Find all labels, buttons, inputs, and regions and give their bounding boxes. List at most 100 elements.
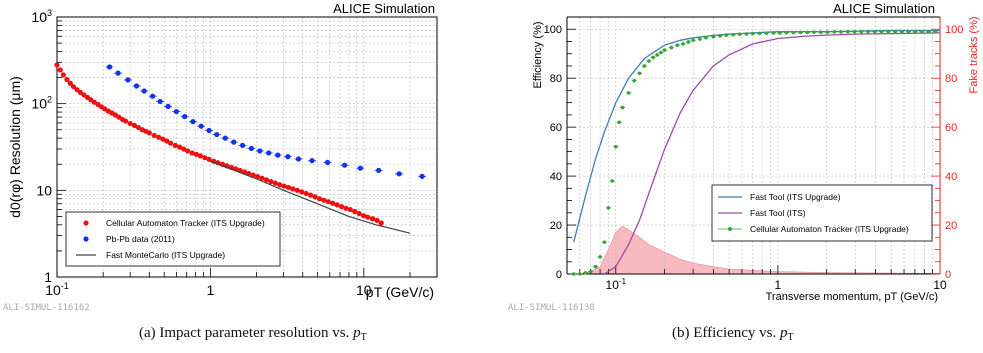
data-point-ca-tracker bbox=[651, 55, 655, 60]
data-point-ca-tracker bbox=[343, 205, 349, 211]
data-point-ca-tracker bbox=[202, 155, 208, 161]
data-point-pbpb bbox=[275, 152, 281, 158]
data-point-ca-tracker bbox=[778, 31, 782, 35]
data-point-pbpb bbox=[419, 173, 425, 179]
data-point-ca-tracker bbox=[378, 220, 384, 226]
data-point-ca-tracker bbox=[879, 29, 884, 34]
y-right-tick-label: 80 bbox=[945, 73, 957, 85]
data-point-ca-tracker bbox=[281, 183, 287, 189]
data-point-ca-tracker bbox=[250, 172, 256, 178]
y-tick-label: 10 bbox=[36, 182, 52, 198]
x-tick-label: 1 bbox=[207, 282, 215, 298]
data-point-ca-tracker bbox=[77, 89, 83, 95]
data-point-ca-tracker bbox=[852, 29, 857, 34]
legend-label: Fast Tool (ITS Upgrade) bbox=[750, 192, 841, 202]
watermark: ALI-SIMUL-116162 bbox=[3, 303, 90, 313]
data-point-ca-tracker bbox=[290, 186, 296, 192]
x-tick-label: 1 bbox=[775, 278, 782, 292]
data-point-pbpb bbox=[257, 148, 263, 154]
data-point-pbpb bbox=[133, 83, 140, 89]
data-point-ca-tracker bbox=[325, 199, 331, 205]
data-point-ca-tracker bbox=[819, 30, 823, 34]
data-point-pbpb bbox=[309, 158, 315, 164]
data-point-ca-tracker bbox=[846, 29, 850, 34]
data-point-ca-tracker bbox=[647, 59, 651, 63]
data-point-ca-tracker bbox=[181, 146, 187, 152]
data-point-ca-tracker bbox=[744, 32, 749, 36]
data-point-ca-tracker bbox=[610, 179, 614, 183]
data-point-ca-tracker bbox=[316, 196, 323, 202]
data-point-ca-tracker bbox=[303, 190, 309, 197]
data-point-ca-tracker bbox=[698, 37, 702, 41]
data-point-ca-tracker bbox=[151, 132, 157, 139]
x-tick-label: 10 bbox=[356, 282, 372, 298]
data-point-ca-tracker bbox=[197, 153, 203, 159]
data-point-ca-tracker bbox=[67, 80, 73, 86]
data-point-ca-tracker bbox=[54, 62, 60, 68]
data-point-ca-tracker bbox=[686, 40, 691, 44]
data-point-pbpb bbox=[206, 127, 212, 134]
data-point-ca-tracker bbox=[122, 118, 129, 124]
data-point-ca-tracker bbox=[632, 78, 637, 83]
data-point-ca-tracker bbox=[866, 29, 870, 34]
data-point-ca-tracker bbox=[277, 182, 283, 188]
data-point-pbpb bbox=[342, 162, 348, 168]
y-tick-label: 100 bbox=[544, 24, 562, 36]
data-point-ca-tracker bbox=[361, 213, 367, 219]
data-point-ca-tracker bbox=[920, 29, 924, 34]
data-point-ca-tracker bbox=[899, 29, 904, 34]
data-point-ca-tracker bbox=[263, 177, 270, 183]
data-point-ca-tracker bbox=[369, 216, 376, 222]
data-point-ca-tracker bbox=[602, 240, 607, 244]
data-point-ca-tracker bbox=[825, 30, 830, 34]
data-point-ca-tracker bbox=[167, 140, 174, 146]
data-point-pbpb bbox=[285, 154, 291, 160]
x-tick-label: 10-1 bbox=[606, 277, 627, 292]
data-point-ca-tracker bbox=[659, 50, 663, 55]
data-point-ca-tracker bbox=[613, 144, 618, 149]
data-point-pbpb bbox=[396, 171, 402, 177]
data-point-pbpb bbox=[165, 103, 171, 109]
data-point-ca-tracker bbox=[812, 30, 816, 34]
data-point-ca-tracker bbox=[308, 192, 314, 198]
data-point-ca-tracker bbox=[798, 30, 803, 35]
data-point-pbpb bbox=[214, 131, 220, 138]
data-point-ca-tracker bbox=[60, 72, 66, 78]
data-point-ca-tracker bbox=[655, 53, 659, 57]
data-point-ca-tracker bbox=[70, 84, 77, 90]
data-point-ca-tracker bbox=[757, 31, 762, 36]
caption-b: (b) Efficiency vs. pT bbox=[672, 325, 794, 343]
y-tick-label: 20 bbox=[550, 220, 562, 232]
data-point-ca-tracker bbox=[764, 31, 769, 35]
data-point-ca-tracker bbox=[913, 29, 917, 34]
data-point-ca-tracker bbox=[127, 120, 133, 127]
data-point-ca-tracker bbox=[784, 30, 789, 35]
legend-label: Fast Tool (ITS) bbox=[750, 208, 806, 218]
legend-swatch bbox=[83, 220, 89, 226]
data-point-pbpb bbox=[198, 123, 204, 129]
y-tick-label: 103 bbox=[31, 8, 52, 25]
fake-tracks-area bbox=[579, 225, 941, 275]
x-tick-label: 10 bbox=[933, 278, 947, 292]
data-point-ca-tracker bbox=[184, 148, 191, 154]
y-tick-label: 40 bbox=[550, 171, 562, 183]
data-point-ca-tracker bbox=[160, 136, 166, 142]
data-point-ca-tracker bbox=[669, 45, 674, 50]
data-point-ca-tracker bbox=[571, 272, 576, 276]
data-point-pbpb bbox=[266, 150, 272, 156]
data-point-ca-tracker bbox=[272, 180, 278, 186]
data-point-ca-tracker bbox=[156, 134, 162, 140]
data-point-ca-tracker bbox=[294, 187, 300, 193]
data-point-ca-tracker bbox=[189, 150, 195, 156]
y-right-tick-label: 100 bbox=[945, 24, 963, 36]
data-point-ca-tracker bbox=[285, 184, 292, 191]
data-point-ca-tracker bbox=[356, 210, 362, 217]
data-point-ca-tracker bbox=[691, 38, 695, 43]
data-point-ca-tracker bbox=[724, 33, 729, 37]
data-point-ca-tracker bbox=[737, 32, 742, 36]
data-point-pbpb bbox=[231, 139, 237, 145]
data-point-ca-tracker bbox=[334, 202, 340, 208]
data-point-ca-tracker bbox=[791, 30, 796, 35]
data-point-ca-tracker bbox=[135, 124, 142, 131]
data-point-ca-tracker bbox=[57, 67, 63, 73]
